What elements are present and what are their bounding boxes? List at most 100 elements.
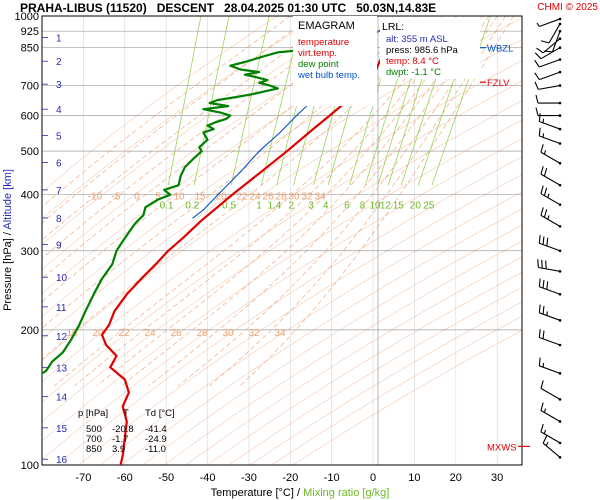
lrl-temp: temp: 8.4 °C [386,56,439,67]
table-header: T [123,408,129,419]
wind-barb-staff [539,71,561,81]
moist-adiabat-label: 32 [301,192,313,203]
moist-adiabat-label: 32 [248,328,260,339]
wind-barb-feather [534,59,540,68]
wind-barb-staff [538,85,561,90]
series-point [235,96,238,98]
wind-barb-feather [538,113,541,122]
pressure-tick-label: 925 [21,26,39,38]
wind-barb-base [558,37,562,41]
wind-barb-half-feather [543,408,547,413]
wind-barb-staff [540,151,561,164]
dry-adiabat [78,174,522,465]
wind-barb-base [558,249,562,253]
table-cell: 850 [86,444,102,455]
lrl-press: press: 985.6 hPa [386,45,459,56]
wind-barb-base [558,456,562,459]
wind-barb-staff [540,47,561,60]
mixing-ratio-label: 12 [380,201,392,212]
table-cell: -20.8 [112,424,134,435]
temperature-tick-label: -20 [282,472,298,484]
wind-barb-feather [535,107,539,116]
mixing-ratio-label: 1 [256,201,262,212]
series-point [120,464,122,465]
series-point [101,334,103,336]
lrl-box-bg [380,17,480,79]
wind-barb-base [558,183,562,187]
pressure-tick-label: 500 [21,146,39,158]
series-point [124,378,126,381]
series-point [200,220,202,222]
series-point [163,189,165,191]
mixing-ratio-label: 0.2 [185,201,199,212]
series-point [140,278,142,280]
y-axis-label-altitude: Altitude [km] [2,169,14,230]
wind-barb-feather [534,72,540,80]
dry-adiabat [42,119,522,442]
wbzl-label: WBZL [487,44,513,55]
wind-barb-feather [540,166,544,175]
series-point [219,111,221,113]
series-point [206,125,209,127]
series-point [180,175,182,177]
moist-adiabat-label: 15 [66,328,78,339]
wind-barb-staff [548,23,561,44]
moist-adiabat-label: 24 [249,192,261,203]
wind-barb-base [558,142,562,145]
wind-barb-staff [540,387,561,400]
wind-barb-staff [539,58,561,68]
moist-adiabat-label: 34 [274,328,286,339]
altitude-tick-label: 3 [56,80,62,91]
mixing-ratio-label: 20 [410,201,422,212]
series-point [202,132,204,134]
wind-barb-staff [540,410,561,422]
moist-adiabat-label: -5 [112,192,121,203]
series-point [192,158,194,160]
series-point [308,132,310,134]
moist-adiabat [42,16,291,208]
wind-barb-feather [535,94,539,104]
series-point [192,217,194,219]
moist-adiabat-label: 28 [196,328,208,339]
wind-barb-base [558,441,562,445]
table-cell: 700 [86,434,102,445]
wind-barb-staff [539,135,561,145]
dry-adiabat [121,208,522,465]
altitude-tick-label: 10 [56,273,68,284]
series-point [115,355,118,357]
wind-barb-feather [538,234,541,244]
series-point [229,115,231,117]
x-axis-label-mixing: Mixing ratio [g/kg] [303,487,389,499]
dry-adiabat [42,16,485,317]
wind-barb-feather [546,281,549,290]
wind-barb-staff [542,442,561,458]
dry-adiabat [142,224,522,465]
series-point [269,85,271,87]
table-cell: -24.9 [145,434,167,445]
copyright-label: CHMI © 2025 [537,2,598,13]
series-point [225,118,227,120]
wind-barb-base [558,343,562,347]
series-point [240,171,242,173]
wind-barb-half-feather [543,429,547,435]
dry-adiabat [42,16,319,220]
series-point [202,108,204,110]
series-point [252,93,254,95]
series-point [213,128,215,130]
wind-barb-feather [546,237,549,247]
temperature-tick-label: -10 [324,472,340,484]
temperature-tick-label: -50 [158,472,174,484]
fzlv-label: FZLV [487,78,510,89]
wind-barb-staff [540,173,561,186]
series-point [142,214,144,216]
pressure-tick-label: 1000 [15,11,39,23]
dry-adiabat [42,100,522,423]
wind-barb-half-feather [536,22,540,27]
wind-barb-base [558,319,562,322]
mixing-ratio-label: 0.1 [160,201,174,212]
series-point [244,74,246,76]
series-point [329,115,331,117]
